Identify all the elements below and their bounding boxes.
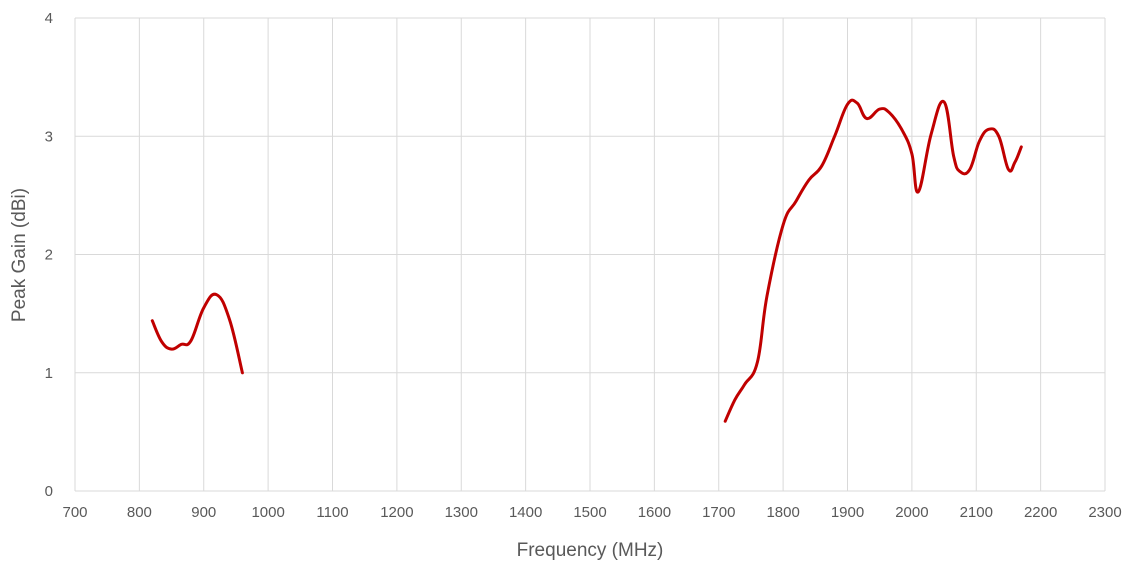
x-tick-label: 1600 [638, 504, 671, 521]
x-tick-label: 2100 [960, 504, 993, 521]
x-tick-label: 2200 [1024, 504, 1057, 521]
x-tick-label: 1300 [445, 504, 478, 521]
x-tick-label: 800 [127, 504, 152, 521]
x-axis-title: Frequency (MHz) [517, 540, 664, 561]
x-tick-label: 900 [191, 504, 216, 521]
x-tick-label: 1500 [573, 504, 606, 521]
x-tick-label: 700 [62, 504, 87, 521]
x-tick-label: 1900 [831, 504, 864, 521]
series-line-segment-2 [723, 98, 1023, 423]
x-tick-label: 1800 [766, 504, 799, 521]
y-axis-title: Peak Gain (dBi) [9, 188, 30, 322]
x-tick-label: 2000 [895, 504, 928, 521]
y-tick-label: 3 [45, 128, 53, 145]
x-tick-label: 1200 [380, 504, 413, 521]
x-tick-label: 1100 [316, 504, 348, 521]
grid [74, 17, 1106, 492]
series-lines [150, 98, 1023, 423]
x-tick-label: 1000 [251, 504, 284, 521]
x-tick-label: 1400 [509, 504, 542, 521]
x-tick-labels: 700 800 900 1000 1100 1200 1300 1400 1500 1600 170… [62, 504, 1121, 521]
y-tick-label: 1 [45, 365, 53, 382]
y-tick-labels: 0 1 2 3 4 [45, 10, 53, 500]
y-tick-label: 2 [45, 247, 53, 264]
x-tick-label: 1700 [702, 504, 735, 521]
x-tick-label: 2300 [1088, 504, 1121, 521]
y-tick-label: 4 [45, 10, 53, 27]
series-line-segment-1 [150, 292, 244, 375]
y-tick-label: 0 [45, 483, 53, 500]
